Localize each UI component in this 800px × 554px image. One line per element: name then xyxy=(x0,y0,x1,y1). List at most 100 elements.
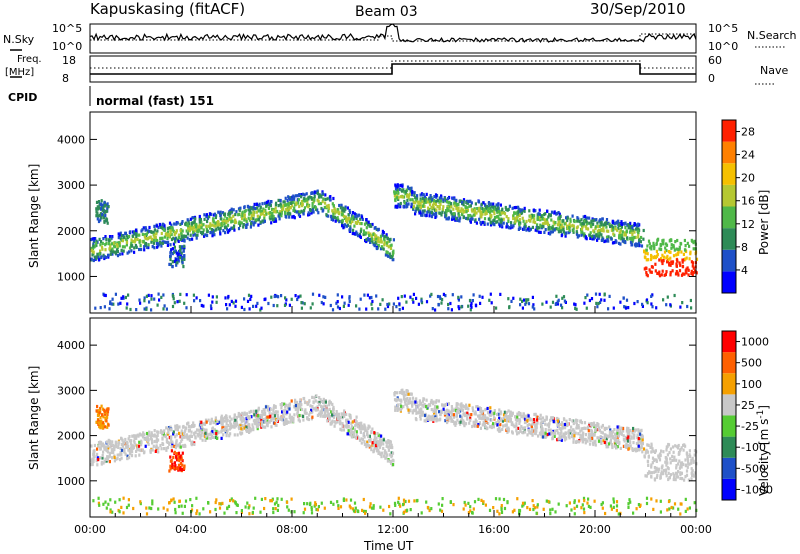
power-cell xyxy=(165,240,168,244)
velocity-cell xyxy=(161,430,164,434)
power-cell xyxy=(145,232,148,236)
power-cell xyxy=(556,300,559,304)
power-cell xyxy=(148,300,151,304)
velocity-cell xyxy=(323,404,326,408)
power-colorbar-segment xyxy=(722,271,736,293)
power-cell xyxy=(126,251,129,255)
velocity-cell xyxy=(522,416,525,420)
power-cell xyxy=(613,241,616,245)
velocity-cell xyxy=(215,432,218,436)
power-cell xyxy=(522,219,525,223)
power-cell xyxy=(310,197,313,201)
velocity-cell xyxy=(554,510,557,514)
power-ytick-label: 2000 xyxy=(57,225,85,238)
power-cell xyxy=(544,212,547,216)
power-cell xyxy=(223,222,226,226)
power-cell xyxy=(690,238,693,242)
velocity-cell xyxy=(102,502,105,506)
power-cell xyxy=(585,216,588,220)
power-cell xyxy=(452,212,455,216)
power-cell xyxy=(358,307,361,311)
power-cell xyxy=(103,210,107,214)
power-cell xyxy=(681,264,684,269)
velocity-cell xyxy=(378,438,382,443)
velocity-cell xyxy=(638,439,641,444)
velocity-cell xyxy=(225,421,228,426)
power-colorbar-segment xyxy=(722,184,736,207)
velocity-cell xyxy=(216,419,219,423)
velocity-cell xyxy=(193,431,196,435)
power-cell xyxy=(605,220,608,224)
velocity-cell xyxy=(692,459,695,463)
velocity-cell xyxy=(600,430,603,434)
power-cell xyxy=(399,201,402,206)
power-cell xyxy=(183,257,186,261)
velocity-cell xyxy=(236,422,239,426)
power-cell xyxy=(585,225,588,229)
velocity-cell xyxy=(294,400,297,404)
power-cell xyxy=(600,238,603,242)
velocity-cell xyxy=(658,456,661,460)
power-cell xyxy=(537,230,541,234)
power-cell xyxy=(691,273,694,277)
velocity-cell xyxy=(347,420,350,424)
power-cell xyxy=(662,298,665,302)
velocity-cell xyxy=(122,496,125,500)
velocity-cell xyxy=(164,434,167,439)
velocity-cell xyxy=(669,447,672,451)
power-cell xyxy=(580,218,583,222)
power-cell xyxy=(246,204,249,208)
velocity-cell xyxy=(588,435,592,439)
velocity-cell xyxy=(195,496,198,500)
velocity-cell xyxy=(505,410,508,415)
power-cell xyxy=(630,230,633,234)
velocity-cell xyxy=(456,418,459,422)
velocity-cell xyxy=(523,426,527,430)
velocity-cell xyxy=(349,431,352,435)
velocity-cell xyxy=(262,418,265,422)
power-cell xyxy=(475,221,478,225)
power-cell xyxy=(621,230,624,234)
power-cell xyxy=(100,245,104,249)
velocity-cell xyxy=(407,399,410,403)
power-cell xyxy=(338,306,341,311)
power-cell xyxy=(198,214,201,219)
velocity-cell xyxy=(597,423,600,427)
power-cell xyxy=(524,302,527,306)
velocity-cell xyxy=(286,420,289,424)
power-cell xyxy=(186,223,189,227)
velocity-cell xyxy=(355,433,358,437)
velocity-cell xyxy=(603,435,606,440)
velocity-cell xyxy=(189,498,192,502)
power-cell xyxy=(603,298,606,302)
power-cell xyxy=(417,207,420,211)
velocity-cell xyxy=(693,501,696,505)
velocity-cell xyxy=(676,462,680,466)
velocity-cell xyxy=(344,424,347,428)
power-cell xyxy=(513,211,516,215)
power-cell xyxy=(322,295,325,299)
power-cell xyxy=(104,248,107,252)
power-cell xyxy=(372,232,375,236)
power-cell xyxy=(331,209,334,213)
velocity-cell xyxy=(228,434,231,438)
power-cell xyxy=(473,207,476,211)
velocity-cell xyxy=(302,414,305,418)
power-cell xyxy=(640,235,643,240)
velocity-cell xyxy=(178,499,181,503)
power-cell xyxy=(602,237,605,241)
power-cell xyxy=(585,219,588,223)
power-cell xyxy=(507,219,510,223)
power-cell xyxy=(567,231,570,235)
velocity-cell xyxy=(314,399,317,403)
velocity-cell xyxy=(315,507,318,512)
velocity-cell xyxy=(628,446,631,450)
velocity-cell xyxy=(414,417,417,421)
power-cell xyxy=(220,222,223,226)
power-cell xyxy=(651,305,654,309)
velocity-cell xyxy=(177,504,181,509)
power-cell xyxy=(338,203,341,208)
power-cell xyxy=(194,233,198,237)
velocity-cell xyxy=(126,440,129,445)
power-cell xyxy=(213,233,216,237)
